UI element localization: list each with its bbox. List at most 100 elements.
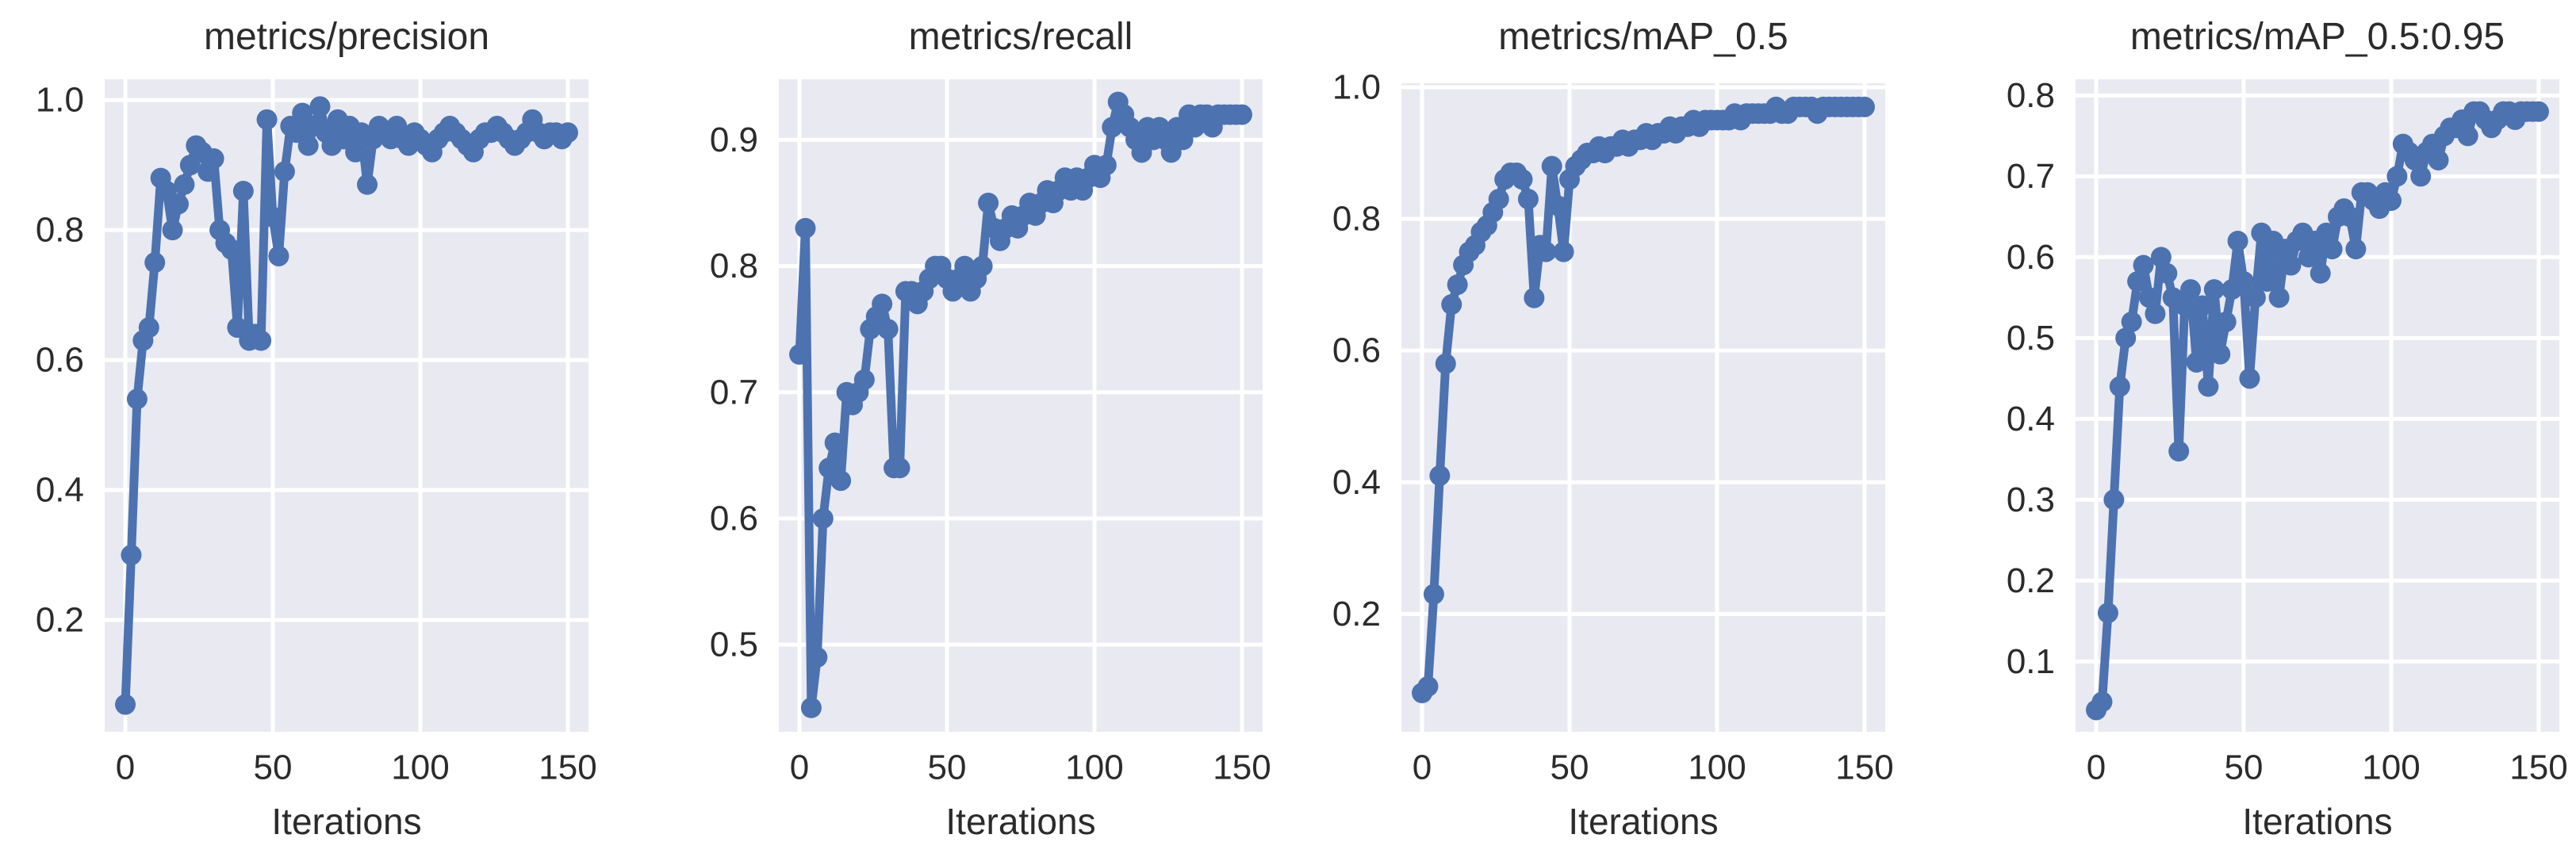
data-point bbox=[2410, 166, 2432, 187]
x-tick-label: 100 bbox=[1065, 748, 1123, 787]
data-point bbox=[830, 470, 852, 492]
data-point bbox=[872, 293, 893, 315]
data-point bbox=[144, 252, 166, 274]
data-point bbox=[2244, 287, 2266, 308]
data-point bbox=[2168, 441, 2190, 462]
data-point bbox=[1423, 584, 1444, 605]
data-point bbox=[812, 507, 834, 529]
data-point bbox=[2215, 311, 2237, 332]
y-tick-label: 0.7 bbox=[2007, 157, 2055, 196]
data-point bbox=[972, 255, 993, 277]
data-point bbox=[2268, 287, 2290, 308]
chart-panel-recall: 0.5 0.6 0.7 0.8 0.9 0 50 100 150 metrics/recall It… bbox=[644, 0, 1288, 865]
series-recall bbox=[789, 91, 1252, 718]
data-point bbox=[2310, 262, 2331, 284]
y-tick-label: 0.4 bbox=[36, 471, 84, 510]
x-tick-label: 50 bbox=[2225, 748, 2264, 787]
data-point bbox=[2156, 262, 2178, 284]
data-point bbox=[2097, 603, 2118, 624]
data-point bbox=[2138, 287, 2160, 308]
data-point bbox=[2298, 247, 2319, 268]
x-tick-label: 50 bbox=[928, 748, 967, 787]
precision-chart: 0.2 0.4 0.6 0.8 1.0 0 50 100 150 metrics/precisio… bbox=[36, 16, 597, 842]
chart-title: metrics/mAP_0.5:0.95 bbox=[2130, 16, 2505, 58]
data-point bbox=[1435, 353, 1456, 374]
data-point bbox=[263, 206, 284, 228]
data-point bbox=[2316, 222, 2337, 243]
data-point bbox=[2227, 230, 2248, 251]
data-point bbox=[121, 545, 142, 566]
x-tick-label: 100 bbox=[2362, 748, 2420, 787]
chart-title: metrics/mAP_0.5 bbox=[1498, 16, 1788, 58]
data-point bbox=[126, 388, 148, 410]
data-point bbox=[268, 245, 289, 266]
data-point bbox=[2457, 125, 2478, 147]
x-axis-label: Iterations bbox=[2242, 801, 2392, 842]
data-point bbox=[1541, 155, 1562, 177]
data-point bbox=[1095, 155, 1117, 176]
y-tick-label: 0.4 bbox=[1332, 463, 1381, 502]
y-tick-label: 0.2 bbox=[2007, 561, 2055, 600]
data-point bbox=[2239, 368, 2260, 389]
data-point bbox=[800, 697, 822, 718]
data-point bbox=[2339, 206, 2360, 228]
data-point bbox=[2186, 351, 2207, 373]
y-tick-label: 0.2 bbox=[36, 601, 84, 640]
data-point bbox=[2191, 295, 2213, 316]
y-tick-label: 0.3 bbox=[2007, 480, 2055, 519]
y-tick-label: 0.8 bbox=[710, 247, 758, 285]
data-point bbox=[167, 193, 189, 215]
x-tick-label: 0 bbox=[116, 748, 135, 787]
data-point bbox=[138, 317, 159, 339]
x-tick-label: 150 bbox=[1213, 748, 1271, 787]
data-point bbox=[220, 239, 242, 260]
data-point bbox=[251, 330, 272, 351]
chart-panel-precision: 0.2 0.4 0.6 0.8 1.0 0 50 100 150 metrics/precisio… bbox=[0, 0, 644, 865]
x-tick-label: 0 bbox=[2087, 748, 2106, 787]
y-tick-label: 0.1 bbox=[2007, 642, 2055, 681]
data-point bbox=[1853, 96, 1875, 117]
data-point bbox=[2210, 343, 2231, 365]
data-point bbox=[2386, 166, 2408, 187]
data-point bbox=[2233, 270, 2255, 292]
data-point bbox=[1441, 294, 1462, 316]
x-tick-label: 150 bbox=[539, 748, 596, 787]
data-point bbox=[2121, 311, 2142, 332]
y-tick-label: 0.6 bbox=[36, 341, 84, 380]
data-point bbox=[2103, 489, 2125, 511]
data-point bbox=[2256, 270, 2278, 292]
chart-panel-map05-095: 0.1 0.2 0.3 0.4 0.5 0.6 0.7 0.8 0 50 100 150 metrics… bbox=[1932, 0, 2576, 865]
data-point bbox=[877, 319, 899, 340]
data-point bbox=[1417, 676, 1439, 697]
data-point bbox=[2133, 255, 2154, 276]
data-point bbox=[1429, 465, 1451, 486]
plot-background bbox=[1401, 83, 1885, 732]
data-point bbox=[853, 369, 875, 390]
x-axis-label: Iterations bbox=[945, 801, 1095, 842]
data-point bbox=[232, 180, 254, 201]
data-point bbox=[2203, 279, 2225, 300]
x-tick-label: 100 bbox=[391, 748, 449, 787]
data-point bbox=[795, 217, 816, 239]
data-point bbox=[1512, 169, 1533, 190]
chart-title: metrics/precision bbox=[204, 16, 489, 58]
data-point bbox=[2115, 327, 2137, 349]
data-point bbox=[274, 161, 295, 182]
data-point bbox=[2150, 247, 2172, 268]
y-tick-label: 0.4 bbox=[2007, 400, 2055, 438]
series-precision bbox=[115, 96, 578, 715]
data-point bbox=[174, 174, 195, 195]
data-point bbox=[115, 694, 136, 715]
x-tick-label: 50 bbox=[1551, 748, 1589, 787]
data-point bbox=[2428, 149, 2449, 170]
recall-chart: 0.5 0.6 0.7 0.8 0.9 0 50 100 150 metrics/recall It… bbox=[710, 16, 1271, 842]
data-point bbox=[2380, 189, 2402, 211]
series-mAP_0.5:0.95 bbox=[2086, 101, 2549, 721]
data-point bbox=[1447, 274, 1468, 296]
data-point bbox=[1547, 195, 1569, 216]
chart-title: metrics/recall bbox=[909, 16, 1133, 58]
y-tick-label: 0.9 bbox=[710, 121, 758, 159]
data-point bbox=[789, 344, 811, 366]
data-point bbox=[1535, 241, 1557, 262]
y-tick-label: 0.8 bbox=[1332, 200, 1381, 239]
